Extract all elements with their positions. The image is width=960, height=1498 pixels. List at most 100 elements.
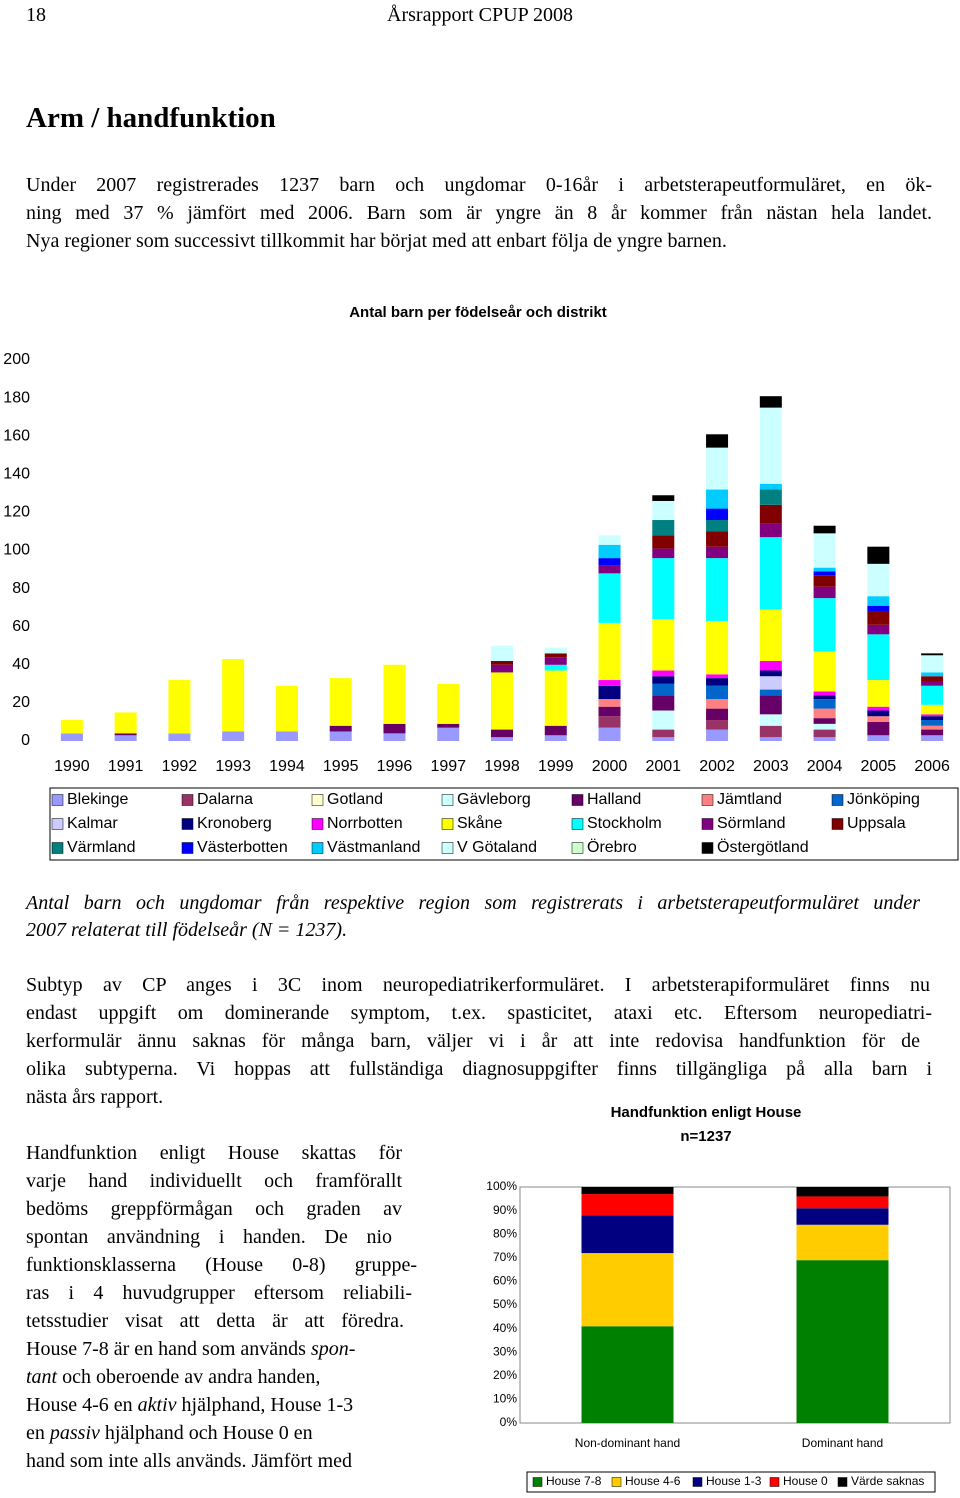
- bar-segment: [652, 710, 675, 730]
- bar-segment: [759, 714, 782, 726]
- x-tick-label: 1994: [269, 758, 305, 775]
- side-text-line: tetsstudier visat att detta är att föred…: [26, 1309, 404, 1333]
- bar-segment: [544, 725, 567, 736]
- legend-swatch: [571, 818, 584, 830]
- y-tick-label: 100: [3, 542, 30, 559]
- bar-segment: [544, 653, 567, 658]
- bar-segment: [706, 685, 729, 700]
- bar-segment: [813, 695, 836, 700]
- bar-segment: [383, 664, 406, 724]
- running-title: Årsrapport CPUP 2008: [387, 4, 573, 26]
- bar-segment: [437, 683, 460, 724]
- bar-segment: [921, 725, 944, 730]
- legend-label: Gävleborg: [457, 791, 531, 808]
- legend-swatch: [769, 1477, 780, 1487]
- y-tick-label: 30%: [493, 1344, 517, 1358]
- legend-label: House 7-8: [546, 1474, 602, 1488]
- bar-segment: [867, 546, 890, 564]
- bar-segment: [598, 565, 621, 574]
- caption-line: Antal barn och ungdomar från respektive …: [26, 892, 920, 914]
- bar-segment: [813, 691, 836, 696]
- side-text-line: hand som inte alls används. Jämfört med: [26, 1449, 352, 1473]
- bar-segment: [706, 620, 729, 675]
- paragraph-line: endast uppgift om dominerande symptom, t…: [26, 1002, 932, 1024]
- y-tick-label: 200: [3, 351, 30, 368]
- bar-segment: [329, 731, 352, 741]
- legend-swatch: [181, 842, 194, 854]
- legend-label: Jönköping: [847, 791, 920, 808]
- legend-label: Kronoberg: [197, 815, 272, 832]
- bar-segment: [383, 733, 406, 741]
- x-tick-label: 2005: [861, 758, 897, 775]
- page-number: 18: [26, 4, 46, 26]
- bar-segment: [544, 664, 567, 671]
- legend-label: Skåne: [457, 814, 502, 832]
- x-tick-label: 2001: [645, 758, 681, 775]
- paragraph-line: olika subtyperna. Vi hoppas att fullstän…: [26, 1058, 932, 1080]
- bar-segment: [491, 737, 513, 741]
- legend-swatch: [837, 1477, 848, 1487]
- text: en: [26, 1422, 50, 1444]
- bar-segment: [60, 720, 83, 734]
- bar-segment: [921, 729, 944, 736]
- bar-segment: [598, 622, 621, 681]
- x-tick-label: 2002: [699, 758, 735, 775]
- bar-segment: [813, 586, 836, 599]
- bar-segment: [867, 563, 890, 597]
- paragraph-line: Subtyp av CP anges i 3C inom neuropediat…: [26, 974, 930, 996]
- bar-segment: [867, 624, 890, 635]
- y-tick-label: 60: [12, 618, 30, 635]
- bar-segment: [581, 1194, 674, 1216]
- emphasis: passiv: [49, 1422, 100, 1444]
- y-tick-label: 60%: [493, 1274, 517, 1288]
- bar-segment: [706, 674, 729, 679]
- bar-segment: [706, 558, 729, 621]
- legend-swatch: [611, 1477, 622, 1487]
- x-tick-label: 2006: [914, 758, 950, 775]
- bar-segment: [796, 1208, 889, 1225]
- bar-segment: [796, 1260, 889, 1423]
- bar-segment: [759, 483, 782, 490]
- emphasis: spon-: [310, 1338, 356, 1360]
- bar-segment: [652, 500, 675, 521]
- bar-segment: [867, 710, 890, 717]
- legend-swatch: [831, 794, 844, 806]
- bar-segment: [652, 695, 675, 711]
- side-text-line: spontan användning i handen. De nio: [26, 1225, 392, 1249]
- x-tick-label: 2003: [753, 758, 789, 775]
- y-tick-label: 40: [12, 656, 30, 673]
- bar-segment: [544, 647, 567, 654]
- bar-segment: [437, 727, 460, 741]
- x-tick-label: 1998: [484, 758, 520, 775]
- legend-label: Värmland: [67, 839, 135, 856]
- legend-label: Värde saknas: [851, 1474, 924, 1488]
- bar-segment: [867, 596, 890, 606]
- bar-segment: [867, 706, 890, 711]
- bar-segment: [706, 678, 729, 686]
- bar-segment: [581, 1215, 674, 1254]
- legend-label: House 4-6: [625, 1474, 681, 1488]
- bar-segment: [383, 723, 406, 734]
- side-text-line: varje hand individuellt och framförallt: [26, 1169, 402, 1193]
- bar-segment: [813, 651, 836, 692]
- bar-segment: [329, 725, 352, 732]
- y-tick-label: 80: [12, 580, 30, 597]
- bar-segment: [544, 670, 567, 726]
- legend-label: Blekinge: [67, 791, 128, 808]
- bar-segment: [706, 447, 729, 490]
- bar-segment: [652, 558, 675, 620]
- bar-segment: [491, 664, 513, 673]
- bar-segment: [759, 537, 782, 610]
- bar-segment: [813, 708, 836, 719]
- bar-segment: [706, 531, 729, 547]
- text: spontan användning i handen. De nio: [26, 1226, 392, 1248]
- bar-segment: [598, 558, 621, 566]
- legend-label: Kalmar: [67, 815, 118, 832]
- text: bedöms greppförmågan och graden av: [26, 1198, 402, 1220]
- bar-segment: [813, 525, 836, 534]
- bar-segment: [921, 720, 944, 726]
- legend-label: Sörmland: [717, 815, 785, 832]
- bar-segment: [759, 504, 782, 524]
- bar-segment: [867, 611, 890, 625]
- bar-segment: [796, 1224, 889, 1261]
